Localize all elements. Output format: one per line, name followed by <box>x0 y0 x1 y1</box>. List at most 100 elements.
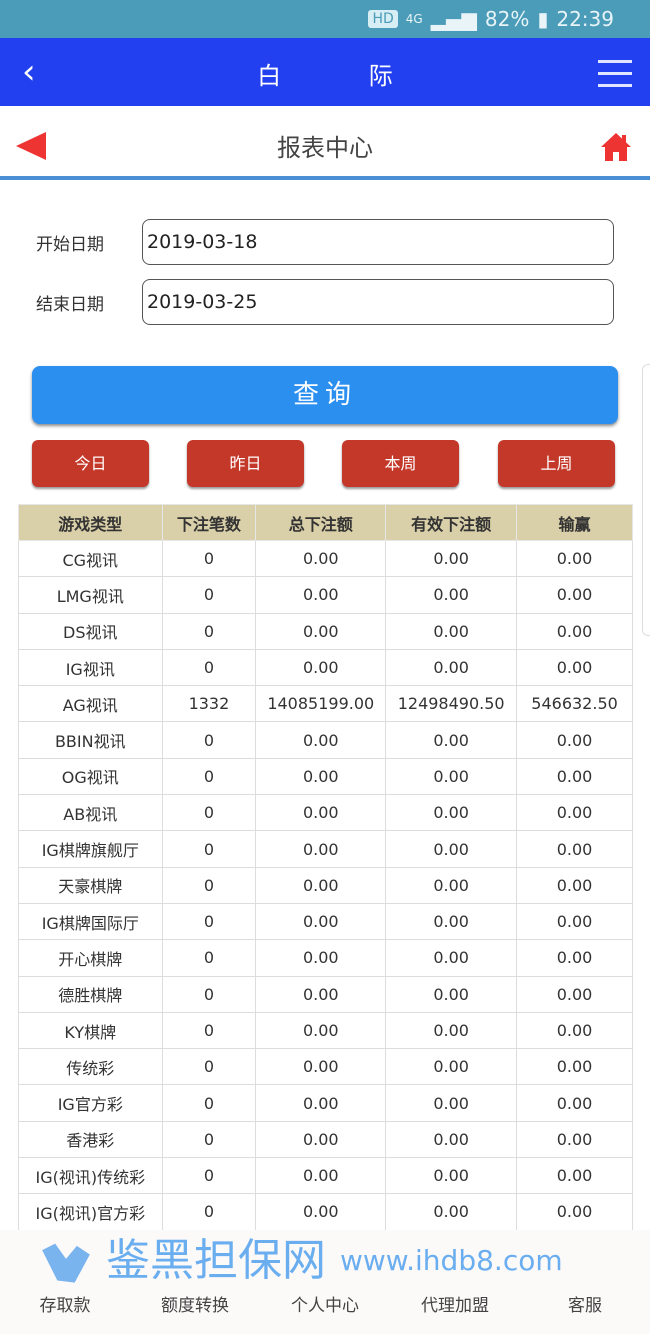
table-cell: 0.00 <box>255 1048 387 1086</box>
table-cell: IG官方彩 <box>18 1084 163 1122</box>
table-cell: 开心棋牌 <box>18 939 163 977</box>
column-header: 下注笔数 <box>161 504 257 541</box>
table-row: DS视讯 0 0.00 0.00 0.00 <box>18 612 633 650</box>
table-cell: 0.00 <box>255 866 387 904</box>
table-cell: 0.00 <box>516 794 633 832</box>
nav-customer-service[interactable]: 客服 <box>568 1296 602 1316</box>
table-cell: IG棋牌国际厅 <box>18 902 163 941</box>
table-cell: 0.00 <box>255 975 387 1013</box>
table-cell: 0.00 <box>516 1084 633 1122</box>
table-cell: 0.00 <box>255 1084 387 1122</box>
table-cell: 0 <box>161 576 257 614</box>
table-cell: 0.00 <box>385 1193 518 1231</box>
table-cell: 0.00 <box>385 830 518 868</box>
scrollbar[interactable] <box>642 364 650 636</box>
battery-icon: ▮ <box>537 7 549 31</box>
table-cell: 0 <box>161 866 257 904</box>
table-cell: 0.00 <box>516 1120 633 1159</box>
today-button[interactable]: 今日 <box>32 440 149 487</box>
table-row: BBIN视讯 0 0.00 0.00 0.00 <box>18 721 633 759</box>
table-cell: 0.00 <box>516 612 633 650</box>
menu-icon[interactable] <box>598 60 632 96</box>
table-cell: CG视讯 <box>18 539 163 578</box>
table-cell: 0.00 <box>516 866 633 904</box>
table-row: 德胜棋牌 0 0.00 0.00 0.00 <box>18 975 633 1013</box>
table-cell: 0.00 <box>516 757 633 796</box>
table-row: AG视讯 1332 14085199.00 12498490.50 546632.50 <box>18 685 633 723</box>
table-cell: 0.00 <box>385 721 518 759</box>
report-table: 游戏类型 下注笔数 总下注额 有效下注额 输赢 CG视讯 0 0.00 0.00 0.00 LMG… <box>18 504 633 1231</box>
network-indicator: 4G <box>405 12 423 26</box>
table-cell: 0.00 <box>516 902 633 941</box>
table-cell: 0.00 <box>516 1011 633 1050</box>
table-cell: 0 <box>161 1084 257 1122</box>
clock: 22:39 <box>556 7 614 31</box>
table-cell: 0 <box>161 1120 257 1159</box>
table-cell: 香港彩 <box>18 1120 163 1159</box>
table-cell: 0.00 <box>255 902 387 941</box>
table-cell: 0.00 <box>385 1120 518 1159</box>
bottom-nav: 存取款 额度转换 个人中心 代理加盟 客服 <box>0 1230 650 1334</box>
table-cell: 0.00 <box>385 576 518 614</box>
table-row: 香港彩 0 0.00 0.00 0.00 <box>18 1120 633 1159</box>
table-cell: 1332 <box>161 685 257 723</box>
nav-personal-center[interactable]: 个人中心 <box>291 1296 359 1316</box>
column-header: 总下注额 <box>255 504 387 541</box>
table-cell: 0.00 <box>385 1084 518 1122</box>
table-cell: 0 <box>161 830 257 868</box>
table-cell: 0.00 <box>385 975 518 1013</box>
app-title: 白 际 <box>257 62 433 90</box>
table-cell: IG(视讯)官方彩 <box>18 1193 163 1231</box>
table-cell: 0.00 <box>385 1011 518 1050</box>
last-week-button[interactable]: 上周 <box>498 440 615 487</box>
table-row: IG棋牌国际厅 0 0.00 0.00 0.00 <box>18 902 633 941</box>
table-cell: IG棋牌旗舰厅 <box>18 830 163 868</box>
column-header: 游戏类型 <box>18 504 163 541</box>
table-cell: 0.00 <box>385 539 518 578</box>
table-cell: 0 <box>161 539 257 578</box>
table-cell: 0 <box>161 1048 257 1086</box>
table-cell: 0 <box>161 939 257 977</box>
nav-deposit-withdraw[interactable]: 存取款 <box>39 1296 91 1316</box>
table-cell: 12498490.50 <box>385 685 518 723</box>
page-title: 报表中心 <box>277 134 373 162</box>
table-cell: 0.00 <box>255 648 387 687</box>
query-button[interactable]: 查询 <box>32 366 618 424</box>
table-row: IG(视讯)传统彩 0 0.00 0.00 0.00 <box>18 1157 633 1195</box>
table-cell: 0.00 <box>516 721 633 759</box>
this-week-button[interactable]: 本周 <box>342 440 459 487</box>
home-icon[interactable] <box>600 132 632 162</box>
table-cell: 0.00 <box>385 939 518 977</box>
table-cell: 0 <box>161 1011 257 1050</box>
table-cell: 0.00 <box>255 830 387 868</box>
back-icon[interactable]: ‹ <box>22 52 36 92</box>
yesterday-button[interactable]: 昨日 <box>187 440 304 487</box>
table-cell: 0 <box>161 648 257 687</box>
table-row: 天豪棋牌 0 0.00 0.00 0.00 <box>18 866 633 904</box>
table-cell: 0 <box>161 975 257 1013</box>
end-date-label: 结束日期 <box>36 294 104 315</box>
signal-icon: ▂▄▆ <box>430 7 477 31</box>
end-date-input[interactable] <box>142 279 614 325</box>
table-row: AB视讯 0 0.00 0.00 0.00 <box>18 794 633 832</box>
back-arrow-icon[interactable] <box>16 132 46 160</box>
nav-agent[interactable]: 代理加盟 <box>421 1296 489 1316</box>
app-header: ‹ 白 际 <box>0 38 650 106</box>
table-cell: 天豪棋牌 <box>18 866 163 904</box>
table-cell: 0 <box>161 1193 257 1231</box>
table-cell: IG(视讯)传统彩 <box>18 1157 163 1195</box>
nav-transfer[interactable]: 额度转换 <box>161 1296 229 1316</box>
table-row: IG棋牌旗舰厅 0 0.00 0.00 0.00 <box>18 830 633 868</box>
table-cell: OG视讯 <box>18 757 163 796</box>
table-row: 传统彩 0 0.00 0.00 0.00 <box>18 1048 633 1086</box>
table-cell: 0 <box>161 757 257 796</box>
table-row: IG视讯 0 0.00 0.00 0.00 <box>18 648 633 687</box>
status-bar: HD 4G ▂▄▆ 82% ▮ 22:39 <box>0 0 650 38</box>
page-header: 报表中心 <box>0 106 650 180</box>
table-cell: 0.00 <box>516 539 633 578</box>
table-cell: AB视讯 <box>18 794 163 832</box>
start-date-input[interactable] <box>142 219 614 265</box>
table-cell: 德胜棋牌 <box>18 975 163 1013</box>
hd-badge: HD <box>368 10 398 28</box>
table-cell: 0.00 <box>255 1193 387 1231</box>
